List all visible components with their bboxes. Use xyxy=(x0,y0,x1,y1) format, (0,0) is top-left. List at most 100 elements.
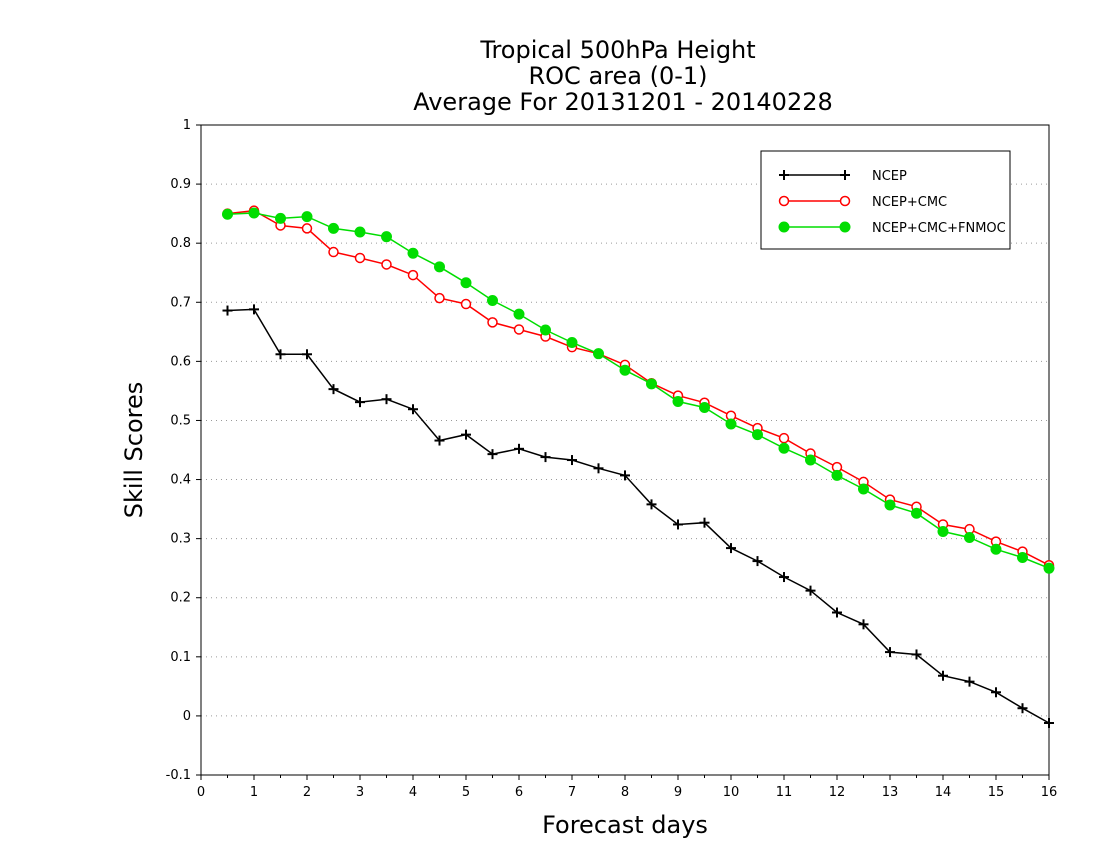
series-ncep xyxy=(222,304,1054,728)
x-axis-ticks: 0 1 2 3 4 5 6 7 8 9 10 11 12 13 14 15 16 xyxy=(197,775,1057,800)
series-ncep-cmc xyxy=(222,205,1055,571)
data-point xyxy=(646,499,657,510)
data-point xyxy=(673,519,683,530)
data-point xyxy=(328,384,339,395)
data-point xyxy=(408,404,418,415)
legend-marker xyxy=(839,221,851,233)
data-point xyxy=(275,349,286,360)
data-point xyxy=(646,378,657,390)
data-point xyxy=(884,499,896,511)
data-point xyxy=(434,292,445,304)
legend: NCEP NCEP+CMC NCEP+CMC+FNMOC xyxy=(760,150,1011,250)
chart-title-line-2: ROC area (0-1) xyxy=(528,62,707,90)
x-tick-label: 10 xyxy=(723,785,740,800)
grid-lines xyxy=(201,183,1049,717)
data-point xyxy=(434,435,445,446)
data-point xyxy=(858,619,869,630)
data-point xyxy=(964,531,975,543)
x-tick-label: 14 xyxy=(935,785,952,800)
y-tick-label: 0.2 xyxy=(170,591,191,606)
data-point xyxy=(354,252,366,264)
data-point xyxy=(222,208,233,220)
x-tick-label: 1 xyxy=(250,785,258,800)
data-point xyxy=(248,207,260,219)
data-point xyxy=(1017,552,1028,564)
x-tick-label: 8 xyxy=(621,785,629,800)
data-point xyxy=(831,469,843,481)
data-point xyxy=(805,585,816,596)
data-point xyxy=(328,246,339,258)
legend-label: NCEP xyxy=(872,169,907,184)
y-tick-label: 0 xyxy=(183,709,191,724)
legend-marker xyxy=(778,195,790,207)
y-tick-label: 1 xyxy=(183,118,191,133)
series-line xyxy=(227,212,1050,569)
data-point xyxy=(778,432,790,444)
data-point xyxy=(566,336,578,348)
data-point xyxy=(381,394,392,405)
x-tick-label: 6 xyxy=(515,785,523,800)
data-point xyxy=(513,324,525,335)
data-point xyxy=(964,676,975,687)
data-point xyxy=(381,259,392,270)
x-tick-label: 7 xyxy=(568,785,576,800)
data-point xyxy=(540,324,551,336)
y-axis-ticks: -0.1 0 0.1 0.2 0.3 0.4 0.5 0.6 0.7 0.8 0.9 1 xyxy=(166,118,201,783)
data-point xyxy=(460,277,472,289)
data-point xyxy=(540,452,551,463)
x-tick-label: 4 xyxy=(409,785,417,800)
data-point xyxy=(514,443,524,454)
x-tick-label: 11 xyxy=(776,785,793,800)
data-point xyxy=(381,231,392,243)
data-point xyxy=(407,269,419,281)
x-tick-label: 9 xyxy=(674,785,682,800)
data-point xyxy=(302,349,312,360)
chart-title-group: Tropical 500hPa Height ROC area (0-1) Av… xyxy=(413,36,833,116)
data-point xyxy=(593,463,604,474)
data-point xyxy=(805,454,816,466)
data-point xyxy=(752,556,763,567)
legend-box xyxy=(760,150,1011,250)
y-tick-label: 0.6 xyxy=(170,354,191,369)
y-tick-label: 0.1 xyxy=(170,650,191,665)
data-point xyxy=(938,670,948,681)
data-point xyxy=(487,449,498,460)
data-point xyxy=(460,298,472,310)
data-point xyxy=(301,211,313,223)
x-axis-label: Forecast days xyxy=(542,811,708,839)
legend-entry: NCEP+CMC xyxy=(778,195,947,210)
y-tick-label: 0.3 xyxy=(170,532,191,547)
data-point xyxy=(328,222,339,234)
data-point xyxy=(567,455,577,466)
legend-marker xyxy=(779,170,789,180)
data-point xyxy=(620,470,630,481)
x-tick-label: 16 xyxy=(1041,785,1058,800)
y-tick-label: 0.4 xyxy=(170,473,191,488)
series-ncep-cmc-fnmoc xyxy=(222,207,1055,574)
data-point xyxy=(1017,703,1028,714)
data-point xyxy=(990,543,1002,555)
x-tick-label: 3 xyxy=(356,785,364,800)
data-point xyxy=(355,397,365,408)
data-point xyxy=(513,308,525,320)
legend-entry: NCEP xyxy=(779,169,907,184)
data-point xyxy=(434,261,445,273)
data-point xyxy=(487,317,498,328)
y-tick-label: 0.5 xyxy=(170,413,191,428)
legend-entry: NCEP+CMC+FNMOC xyxy=(778,221,1006,236)
series-line xyxy=(227,209,1050,566)
data-point xyxy=(832,607,842,618)
data-point xyxy=(779,572,789,583)
data-point xyxy=(672,396,684,408)
series-layer xyxy=(222,205,1055,728)
data-point xyxy=(619,364,631,376)
y-tick-label: 0.9 xyxy=(170,177,191,192)
data-point xyxy=(1044,718,1054,728)
data-point xyxy=(911,507,922,519)
data-point xyxy=(726,543,736,554)
data-point xyxy=(991,687,1001,698)
data-point xyxy=(301,223,313,234)
x-tick-label: 5 xyxy=(462,785,470,800)
data-point xyxy=(222,305,233,316)
x-tick-label: 2 xyxy=(303,785,311,800)
